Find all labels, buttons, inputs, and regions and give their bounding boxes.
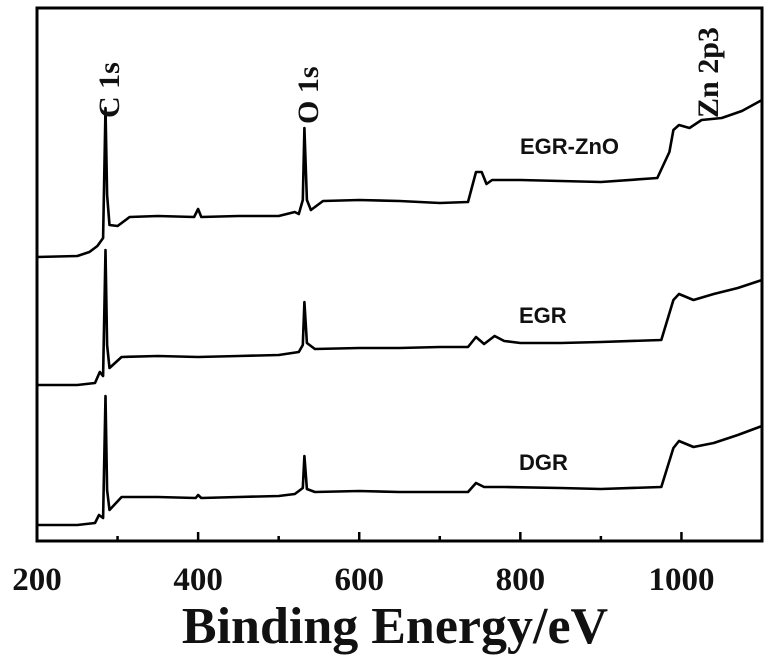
traces-group [35,98,764,527]
peak-label-o1s: O 1s [292,66,325,124]
x-tick-label: 200 [12,562,62,598]
x-ticks-group: 200 400 600 800 1000 [12,532,764,598]
series-line-dgr [35,394,764,527]
series-label-egr-zno: EGR-ZnO [520,134,619,159]
x-tick-label: 800 [496,562,546,598]
series-line-egr-zno [35,98,764,259]
x-tick-label: 400 [173,562,223,598]
plot-frame [35,6,764,543]
series-label-dgr: DGR [519,450,568,475]
x-tick-label: 1000 [648,562,714,598]
series-line-egr [35,248,764,387]
peak-label-c1s: C 1s [93,62,126,118]
peak-label-zn2p3: Zn 2p3 [692,27,725,118]
x-tick-label: 600 [334,562,384,598]
series-label-egr: EGR [519,303,567,328]
x-axis-title: Binding Energy/eV [182,598,608,655]
